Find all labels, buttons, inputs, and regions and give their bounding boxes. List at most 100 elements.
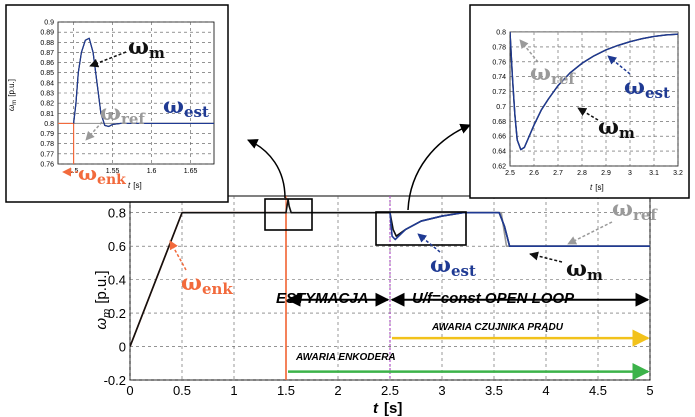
x-tick-label: 3.5	[485, 383, 503, 398]
inset-left-x-axis-label: t [s]	[128, 181, 142, 190]
y-tick-label: 0.66	[492, 134, 506, 141]
svg-text:ωm: ωm	[566, 256, 603, 284]
y-tick-label: 0.7	[496, 104, 506, 111]
y-tick-label: 0.4	[108, 273, 126, 288]
label-omega-m-main: ωm	[529, 251, 603, 284]
zoom-arrow-left	[247, 139, 286, 199]
y-tick-label: 0.87	[40, 50, 54, 57]
label-omega-m-inset-left: ωm	[89, 34, 165, 68]
main-chart: 0 0.5 1 1.5 2 2.5 3 3.5 4 4.5 5 -0.200.20.40.60.8 …	[93, 123, 658, 417]
x-tick-label: 2.9	[601, 170, 611, 177]
inset-right-x-axis-label: t [s]	[590, 183, 604, 192]
y-tick-label: 0.6	[108, 239, 126, 254]
svg-text:ωm: ωm	[128, 34, 165, 62]
series-omega-est	[73, 37, 214, 128]
y-tick-label: 0.84	[40, 80, 54, 87]
inset-right-x-tick-labels: 2.5 2.6 2.7 2.8 2.9 3 3.1 3.2	[505, 170, 683, 177]
x-tick-label: 3	[628, 170, 632, 177]
y-tick-label: 0.62	[492, 164, 506, 171]
svg-text:ωref: ωref	[530, 60, 576, 88]
main-interval-arrows	[286, 292, 650, 381]
omega-enk-sub: enk	[202, 280, 233, 298]
x-tick-label: 3.1	[649, 170, 659, 177]
x-tick-label: 1	[230, 383, 237, 398]
y-tick-label: 0.78	[492, 44, 506, 51]
x-tick-label: 2.7	[553, 170, 563, 177]
y-tick-label: 0.64	[492, 149, 506, 156]
x-tick-label: 5	[646, 383, 653, 398]
label-omega-m-inset-right: ωm	[577, 107, 635, 142]
y-tick-label: 0.76	[40, 162, 54, 169]
y-tick-label: 0.83	[40, 91, 54, 98]
x-tick-label: 2.8	[577, 170, 587, 177]
inset-right-y-tick-labels: 0.62 0.64 0.66 0.68 0.7 0.72 0.74 0.76 0.78 0.8	[492, 30, 506, 171]
main-x-tick-labels: 0 0.5 1 1.5 2 2.5 3 3.5 4 4.5 5	[126, 383, 653, 398]
label-omega-est-inset-left: ωest	[163, 93, 209, 121]
series-omega-est	[510, 32, 678, 151]
svg-text:ωref: ωref	[612, 196, 658, 224]
x-tick-label: 1.5	[69, 168, 79, 175]
y-tick-label: 0.89	[40, 30, 54, 37]
inset-left-x-tick-labels: 1.5 1.55 1.6 1.65	[69, 168, 198, 175]
x-tick-label: 3.2	[673, 170, 683, 177]
y-tick-label: 0.8	[44, 121, 54, 128]
inset-right-plot-area	[509, 31, 679, 167]
y-tick-label: 0	[119, 340, 126, 355]
y-tick-label: 0.8	[108, 206, 126, 221]
x-tick-label: 0.5	[173, 383, 191, 398]
omega-enk-symbol: ω	[181, 270, 202, 296]
annotation-open-loop: U/f=const OPEN LOOP	[412, 290, 575, 307]
inset-left-chart: 1.5 1.55 1.6 1.65 0.760.770.780.790.80.810.…	[5, 4, 229, 203]
inset-right-chart: 2.5 2.6 2.7 2.8 2.9 3 3.1 3.2 0.620.640.660.680…	[469, 4, 690, 199]
omega-m-sub: m	[587, 266, 603, 284]
omega-m-symbol: ω	[566, 256, 587, 282]
inset-right-series	[510, 32, 678, 151]
annotation-awaria-czujnika: AWARIA CZUJNIKA PRĄDU	[431, 322, 564, 333]
svg-text:ωm: ωm	[598, 114, 635, 142]
label-omega-enk-inset-left: ωenk	[62, 161, 126, 188]
svg-text:ωest: ωest	[624, 74, 670, 102]
svg-text:ωref: ωref	[100, 100, 146, 128]
omega-est-symbol: ω	[430, 252, 451, 278]
x-tick-label: 1.5	[277, 383, 295, 398]
inset-left-y-tick-labels: 0.76 0.77 0.78 0.79 0.8 0.81 0.82 0.83 0.84 0.85 0…	[40, 20, 54, 169]
omega-ref-symbol: ω	[612, 196, 633, 222]
x-tick-label: 4.5	[589, 383, 607, 398]
y-tick-label: 0.81	[40, 111, 54, 118]
main-series	[130, 198, 650, 380]
y-tick-label: -0.2	[104, 373, 126, 388]
annotation-estymacja: ESTYMACJA	[276, 290, 369, 307]
x-tick-label: 2.5	[381, 383, 399, 398]
main-x-axis-label: t [s]	[373, 400, 402, 417]
main-y-axis-label: ωm[p.u.]	[93, 270, 113, 329]
x-tick-label: 1.55	[106, 168, 120, 175]
svg-text:ωest: ωest	[163, 93, 209, 121]
y-tick-label: 0.74	[492, 74, 506, 81]
x-tick-label: 2.6	[529, 170, 539, 177]
y-tick-label: 0.9	[44, 20, 54, 27]
y-tick-label: 0.72	[492, 89, 506, 96]
zoom-arrow-right	[407, 123, 471, 211]
main-y-tick-labels: -0.2 0 0.2 0.4 0.6 0.8	[104, 206, 126, 388]
label-omega-est-main: ωest	[417, 233, 476, 280]
y-tick-label: 0.8	[496, 30, 506, 37]
label-omega-ref-inset-right: ωref	[519, 39, 576, 88]
y-tick-label: 0.85	[40, 70, 54, 77]
y-tick-label: 0.88	[40, 40, 54, 47]
y-tick-label: 0.77	[40, 151, 54, 158]
svg-text:ωenk: ωenk	[181, 270, 233, 298]
series-omega-est	[389, 211, 650, 247]
y-tick-label: 0.78	[40, 141, 54, 148]
x-tick-label: 0	[126, 383, 133, 398]
inset-left-series	[58, 37, 214, 164]
label-omega-est-inset-right: ωest	[607, 55, 670, 102]
y-tick-label: 0.82	[40, 101, 54, 108]
label-omega-ref-inset-left: ωref	[85, 100, 146, 141]
x-tick-label: 2.5	[505, 170, 515, 177]
annotation-awaria-enkodera: AWARIA ENKODERA	[295, 352, 396, 363]
x-tick-label: 4	[542, 383, 549, 398]
y-tick-label: 0.2	[108, 306, 126, 321]
label-omega-ref-main: ωref	[567, 196, 658, 245]
omega-ref-sub: ref	[633, 206, 658, 224]
